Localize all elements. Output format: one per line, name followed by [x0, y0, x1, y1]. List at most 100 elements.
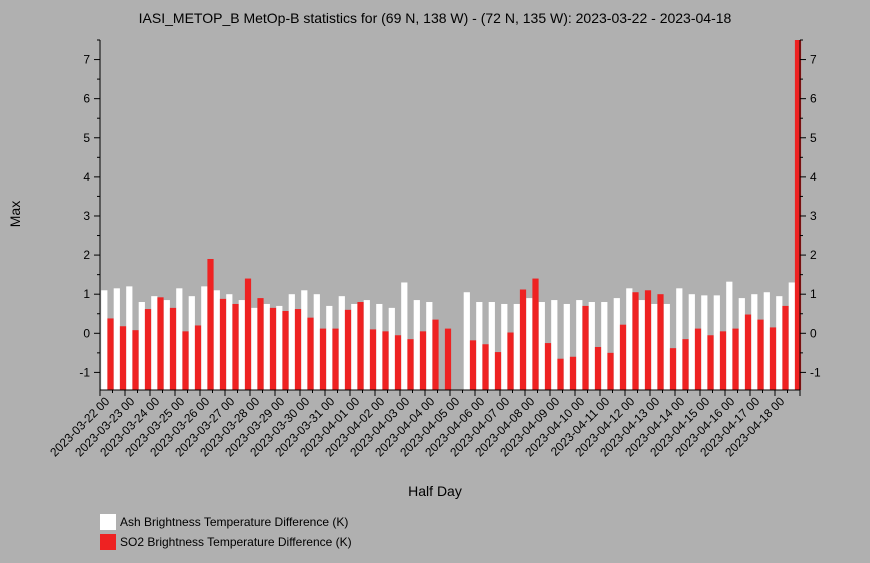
y-tick-label-right: 1 [810, 287, 817, 301]
ash-bar-51 [738, 298, 745, 390]
ash-bar-14 [276, 305, 283, 390]
so2-bar-35 [544, 343, 552, 390]
so2-bar-22 [382, 331, 389, 390]
ash-bar-32 [501, 303, 508, 390]
ash-bar-37 [563, 303, 570, 390]
so2-bar-40 [607, 352, 614, 390]
ash-bar-35 [538, 302, 545, 390]
y-tick-label-right: 3 [810, 209, 817, 223]
y-tick-label-left: 6 [83, 92, 90, 106]
so2-bar-38 [582, 305, 589, 390]
ash-bar-4 [151, 296, 158, 390]
so2-bar-25 [419, 331, 427, 390]
ash-bar-42 [626, 288, 633, 390]
so2-bar-5 [169, 307, 177, 390]
so2-bar-18 [332, 328, 339, 390]
y-tick-label-left: 5 [83, 131, 90, 145]
so2-bar-51 [744, 314, 752, 390]
ash-bar-6 [176, 288, 183, 390]
so2-bar-17 [319, 328, 327, 390]
y-tick-label-right: 5 [810, 131, 817, 145]
ash-bar-25 [413, 300, 420, 390]
ash-bar-52 [751, 294, 758, 390]
legend-label-so2: SO2 Brightness Temperature Difference (K… [120, 535, 352, 549]
ash-bar-7 [188, 296, 195, 390]
so2-bar-6 [182, 331, 189, 390]
ash-bar-0 [101, 290, 108, 390]
y-tick-label-right: -1 [810, 365, 821, 379]
y-tick-label-left: 7 [83, 53, 90, 67]
y-tick-label-right: 0 [810, 326, 817, 340]
ash-bar-15 [288, 294, 295, 390]
y-tick-label-right: 7 [810, 53, 817, 67]
ash-bar-13 [263, 303, 270, 390]
so2-bar-44 [657, 294, 664, 390]
ash-bar-1 [113, 288, 120, 390]
so2-bar-30 [482, 344, 489, 390]
ash-bar-50 [726, 281, 733, 390]
x-axis-title: Half Day [408, 483, 462, 499]
ash-bar-54 [776, 296, 783, 390]
y-tick-label-left: 2 [83, 248, 90, 262]
so2-bar-19 [344, 309, 352, 390]
so2-bar-49 [719, 331, 727, 390]
so2-bar-12 [257, 298, 264, 390]
so2-bar-16 [307, 317, 314, 390]
ash-bar-12 [251, 307, 258, 390]
ash-bar-18 [326, 305, 333, 390]
so2-bar-7 [194, 325, 202, 390]
ash-bar-46 [676, 288, 683, 390]
ash-bar-39 [588, 302, 595, 390]
so2-bar-26 [432, 319, 439, 390]
ash-bar-48 [701, 295, 708, 390]
so2-bar-21 [369, 329, 377, 390]
legend-label-ash: Ash Brightness Temperature Difference (K… [120, 515, 349, 529]
so2-bar-31 [494, 352, 502, 390]
ash-bar-23 [388, 307, 395, 390]
so2-bar-45 [669, 348, 677, 390]
ash-bar-34 [526, 298, 533, 390]
so2-bar-10 [232, 303, 239, 390]
ash-bar-11 [238, 300, 245, 390]
legend-item-ash: Ash Brightness Temperature Difference (K… [100, 512, 352, 532]
so2-bar-55 [794, 40, 802, 390]
y-tick-label-left: 4 [83, 170, 90, 184]
ash-bar-43 [638, 300, 645, 390]
so2-bar-46 [682, 339, 689, 390]
y-tick-label-left: 0 [83, 326, 90, 340]
chart-title: IASI_METOP_B MetOp-B statistics for (69 … [138, 10, 732, 26]
y-axis-title: Max [7, 200, 23, 228]
so2-bar-39 [594, 346, 602, 390]
so2-bar-24 [407, 339, 414, 390]
so2-bar-9 [219, 298, 227, 390]
ash-bar-53 [763, 292, 770, 390]
y-tick-label-left: 3 [83, 209, 90, 223]
so2-bar-54 [782, 305, 789, 390]
legend-swatch-so2 [100, 534, 116, 550]
ash-bar-21 [363, 300, 370, 390]
so2-bar-14 [282, 311, 289, 390]
so2-bar-47 [694, 328, 702, 390]
so2-bar-37 [569, 356, 577, 390]
ash-bar-16 [301, 290, 308, 390]
y-tick-label-right: 4 [810, 170, 817, 184]
ash-bar-2 [126, 286, 133, 390]
ash-bar-44 [651, 303, 658, 390]
legend-item-so2: SO2 Brightness Temperature Difference (K… [100, 532, 352, 552]
so2-bar-48 [707, 335, 714, 390]
ash-bar-5 [163, 300, 170, 390]
so2-bar-32 [507, 332, 514, 390]
ash-bar-49 [713, 295, 720, 390]
ash-bar-31 [488, 302, 495, 390]
ash-bar-40 [601, 302, 608, 390]
ash-bar-33 [513, 303, 520, 390]
ash-bar-10 [226, 294, 233, 390]
so2-bar-42 [632, 292, 639, 390]
so2-bar-1 [119, 326, 127, 390]
so2-bar-50 [732, 328, 739, 390]
so2-bar-15 [294, 309, 302, 390]
so2-bar-34 [532, 278, 539, 390]
so2-bar-11 [244, 278, 252, 390]
ash-bar-36 [551, 300, 558, 390]
